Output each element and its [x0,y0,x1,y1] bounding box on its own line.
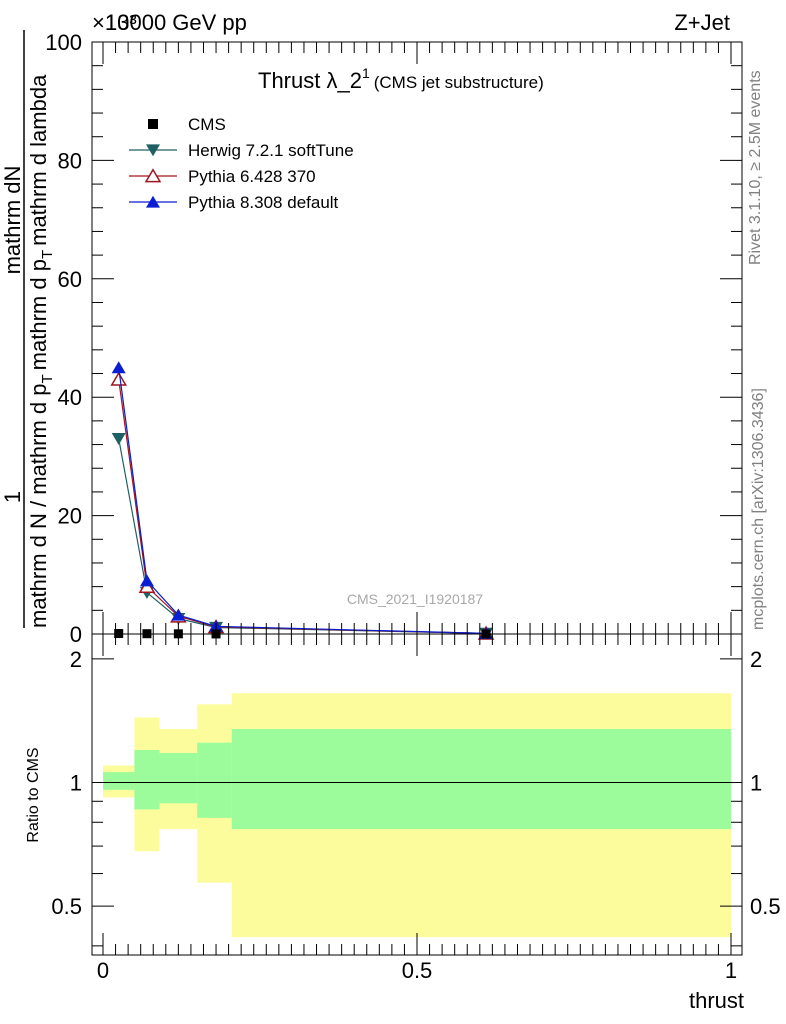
y-tick-label: 100 [45,30,82,55]
legend-marker [146,195,160,208]
series-marker-1 [111,433,126,445]
series-marker-3 [139,574,154,587]
chart-title: Thrust λ_21 (CMS jet substructure) [258,65,544,93]
rivet-label: Rivet 3.1.10, ≥ 2.5M events [747,70,764,265]
ratio-y-label: Ratio to CMS [25,747,42,842]
legend-label: CMS [188,115,226,134]
ratio-band-inner [197,742,232,818]
ratio-axes: 0.5 0.5 1 1 2 2 0 0.5 1 [51,633,781,983]
legend-label: Pythia 6.428 370 [188,167,316,186]
series-marker-2 [110,371,128,386]
y-axis-label: 1 mathrm dN mathrm d N / mathrm d pTmath… [0,30,56,628]
y-tick-label: 40 [58,385,82,410]
legend: CMS Herwig 7.2.1 softTune Pythia 6.428 370… [129,115,354,212]
x-tick-label: 1 [725,958,737,983]
watermark: CMS_2021_I1920187 [347,591,483,607]
legend-marker-cms [148,119,158,129]
legend-label: Herwig 7.2.1 softTune [188,141,354,160]
main-plot: Thrust λ_21 (CMS jet substructure) CMS_20… [0,30,743,647]
ratio-band-inner [103,772,135,790]
ratio-band-inner [231,728,732,830]
x-tick-label: 0.5 [402,958,433,983]
ratio-y-tick-label-left: 2 [70,647,82,672]
y-tick-label: 60 [58,267,82,292]
ratio-y-tick-label-left: 0.5 [51,894,82,919]
y-label-numerator-one: 1 [0,491,25,503]
ratio-y-tick-label-right: 1 [750,770,762,795]
y-label-numerator-dn: mathrm dN [0,166,25,275]
y-tick-label: 20 [58,504,82,529]
process-label: Z+Jet [674,10,730,35]
ratio-plot: 0.5 0.5 1 1 2 2 0 0.5 1 Ratio to CMS thrust [25,633,781,1013]
ratio-bands [103,693,732,938]
series-marker-3 [171,608,186,621]
y-tick-label: 0 [70,622,82,647]
exponent-label: ×10³ [92,10,137,35]
energy-label: 13000 GeV pp [105,10,247,35]
series-marker-3 [111,361,126,374]
legend-marker [144,168,162,183]
legend-marker [146,144,160,157]
ratio-y-tick-label-right: 0.5 [750,894,781,919]
mcplots-label: mcplots.cern.ch [arXiv:1306.3436] [750,388,767,630]
ratio-y-tick-label-left: 1 [70,770,82,795]
ratio-band-inner [159,752,198,804]
ratio-band-inner [134,749,160,810]
legend-label: Pythia 8.308 default [188,193,339,212]
x-axis-label: thrust [689,988,744,1013]
y-label-denominator: mathrm d N / mathrm d pTmathrm d pTmathr… [26,74,56,628]
ratio-y-tick-label-right: 2 [750,647,762,672]
y-tick-label: 80 [58,148,82,173]
x-tick-label: 0 [97,958,109,983]
